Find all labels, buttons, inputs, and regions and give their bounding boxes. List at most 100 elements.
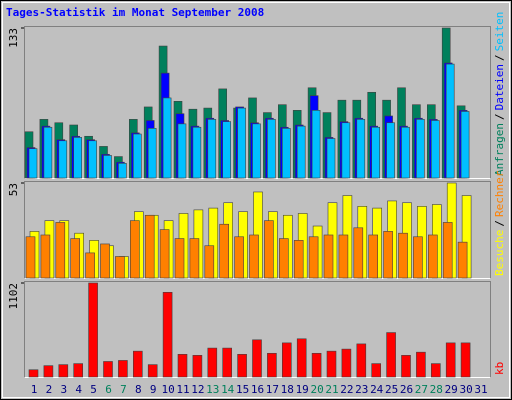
bar <box>398 232 408 279</box>
x-tick-label: 3 <box>60 383 67 396</box>
bar <box>401 355 411 378</box>
bar <box>326 138 336 179</box>
bar <box>430 363 441 378</box>
x-tick-label: 16 <box>251 383 264 396</box>
chart-title: Tages-Statistik im Monat September 2008 <box>6 6 264 19</box>
bar <box>40 234 51 279</box>
bar <box>162 291 173 378</box>
bar <box>356 119 366 179</box>
bar <box>341 122 351 179</box>
bar <box>222 121 231 179</box>
bar <box>133 133 142 179</box>
x-tick-label: 5 <box>90 383 97 396</box>
x-tick-label: 13 <box>206 383 219 396</box>
bar <box>460 111 470 179</box>
bar <box>386 122 395 179</box>
bar <box>130 220 140 279</box>
bar <box>162 97 172 179</box>
x-tick-label: 25 <box>385 383 398 396</box>
x-tick-label: 31 <box>474 383 487 396</box>
bar <box>115 256 125 279</box>
legend-entry: Besuche <box>493 230 506 276</box>
bar <box>88 140 97 179</box>
bar <box>207 347 218 378</box>
bar <box>311 110 321 179</box>
bar <box>338 234 349 279</box>
bar <box>371 363 382 378</box>
bar <box>371 126 381 179</box>
bar <box>413 236 423 279</box>
bar <box>118 163 127 179</box>
x-tick-label: 26 <box>400 383 413 396</box>
bar <box>368 234 379 279</box>
legend-entry: Rechner <box>493 170 506 217</box>
bar <box>281 342 292 378</box>
bar <box>28 148 38 179</box>
bar <box>323 234 334 279</box>
bar <box>58 140 68 179</box>
bar <box>353 227 364 279</box>
bar <box>43 126 53 179</box>
bar <box>427 234 438 279</box>
bar <box>219 223 229 279</box>
x-tick-label: 24 <box>370 383 384 396</box>
bar <box>401 126 410 179</box>
bar <box>147 364 158 378</box>
x-tick-label: 20 <box>310 383 323 396</box>
x-tick-label: 8 <box>135 383 142 396</box>
x-tick-label: 18 <box>281 383 294 396</box>
x-tick-label: 28 <box>430 383 443 396</box>
bar <box>177 123 187 179</box>
bar <box>55 222 66 279</box>
legend-separator: / <box>493 54 506 61</box>
legend: Besuche / Rechner <box>493 170 506 276</box>
bar <box>293 240 304 279</box>
bar <box>430 120 440 179</box>
bar <box>174 238 185 279</box>
bar <box>118 360 128 378</box>
bar <box>296 125 306 179</box>
x-tick-label: 7 <box>120 383 127 396</box>
bar <box>189 238 200 279</box>
bar <box>147 128 157 179</box>
x-tick-label: 22 <box>340 383 353 396</box>
bar <box>281 128 291 179</box>
bar <box>85 252 95 279</box>
bar <box>442 222 453 279</box>
legend-separator: / <box>493 113 506 120</box>
x-tick-label: 21 <box>325 383 338 396</box>
x-tick-label: 1 <box>31 383 38 396</box>
legend-entry: Dateien <box>493 64 506 110</box>
bar <box>58 364 69 378</box>
bar <box>341 348 352 378</box>
x-tick-label: 10 <box>161 383 174 396</box>
legend-entry: kb <box>493 362 506 375</box>
bar <box>264 220 274 279</box>
bar <box>144 214 155 279</box>
x-tick-label: 17 <box>266 383 279 396</box>
x-tick-label: 23 <box>355 383 368 396</box>
bar <box>207 119 217 179</box>
x-tick-label: 4 <box>75 383 82 396</box>
x-tick-label: 19 <box>296 383 309 396</box>
x-tick-label: 11 <box>176 383 189 396</box>
bar <box>383 231 393 279</box>
bar <box>159 229 170 279</box>
bar <box>249 234 259 279</box>
bar <box>234 236 244 279</box>
bar <box>386 332 396 378</box>
bar <box>460 342 471 378</box>
bar <box>103 361 113 378</box>
bar <box>100 243 110 279</box>
y-tick-label: 133 <box>7 28 20 48</box>
bar <box>73 137 82 179</box>
bar <box>267 119 276 179</box>
bar <box>296 338 307 378</box>
bar <box>416 119 425 179</box>
x-tick-label: 12 <box>191 383 204 396</box>
x-tick-label: 29 <box>445 383 458 396</box>
bar <box>73 363 83 378</box>
bar <box>326 350 337 378</box>
